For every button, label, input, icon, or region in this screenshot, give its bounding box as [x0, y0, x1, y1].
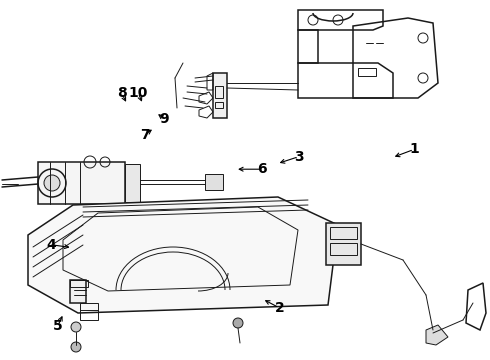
- Polygon shape: [38, 162, 125, 204]
- Text: 2: 2: [274, 301, 284, 315]
- Text: 7: 7: [140, 128, 149, 142]
- Bar: [326, 223, 361, 265]
- Circle shape: [44, 175, 60, 191]
- Circle shape: [71, 322, 81, 332]
- Polygon shape: [28, 197, 338, 313]
- Text: 8: 8: [117, 86, 126, 100]
- Polygon shape: [70, 280, 86, 303]
- Polygon shape: [125, 164, 140, 202]
- Text: 9: 9: [159, 112, 169, 126]
- Bar: [358, 68, 376, 76]
- Text: 6: 6: [257, 162, 267, 176]
- Bar: [215, 86, 223, 98]
- Text: 5: 5: [53, 319, 63, 333]
- Polygon shape: [426, 325, 448, 345]
- Text: 10: 10: [128, 86, 148, 100]
- Bar: [330, 227, 357, 239]
- Text: 4: 4: [47, 238, 56, 252]
- Bar: [205, 174, 223, 190]
- Circle shape: [71, 342, 81, 352]
- Polygon shape: [213, 73, 227, 118]
- Bar: [330, 243, 357, 255]
- Text: 1: 1: [409, 143, 419, 156]
- Circle shape: [233, 318, 243, 328]
- Text: 3: 3: [294, 150, 304, 163]
- Bar: [215, 102, 223, 108]
